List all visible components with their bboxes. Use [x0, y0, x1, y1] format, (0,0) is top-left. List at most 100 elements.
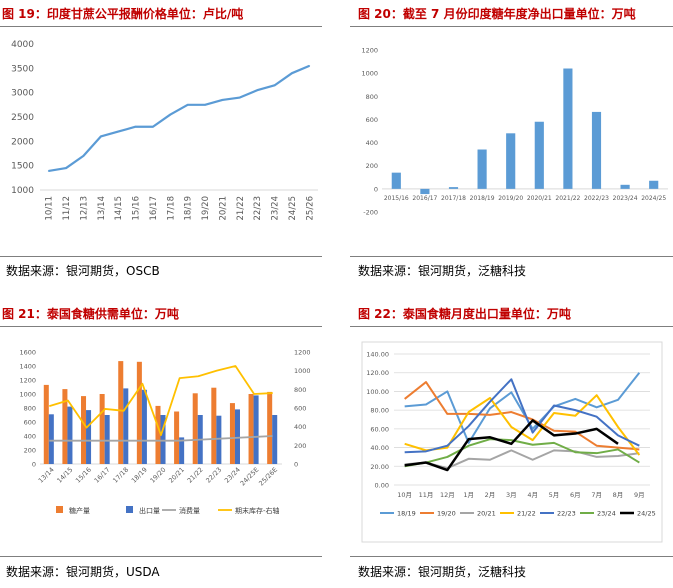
y-tick-label: 80.00	[370, 407, 389, 415]
x-tick-label: 17/18	[111, 466, 130, 485]
y-tick-label: 140.00	[366, 351, 389, 359]
y-tick-label: 3000	[11, 89, 34, 99]
bar-production	[43, 384, 49, 464]
y-tick-label: 3500	[11, 64, 34, 74]
bar	[477, 149, 487, 189]
y-tick-label: 2500	[11, 113, 34, 123]
y-right-tick-label: 1000	[294, 367, 311, 375]
legend-swatch	[56, 506, 63, 513]
y-right-tick-label: 800	[294, 386, 306, 394]
legend-swatch	[126, 506, 133, 513]
source-divider	[0, 556, 322, 557]
x-tick-label: 3月	[506, 491, 517, 499]
source-divider	[0, 256, 322, 257]
y-tick-label: 100.00	[366, 388, 389, 396]
consumption-line	[49, 435, 273, 442]
x-tick-label: 24/25E	[239, 466, 261, 488]
y-tick-label: 1200	[361, 47, 378, 55]
bar	[563, 68, 573, 189]
bar-production	[118, 361, 124, 464]
bar	[448, 187, 459, 189]
data-point	[169, 113, 172, 116]
title-divider	[0, 26, 322, 27]
series-line-20-21	[404, 449, 640, 470]
x-tick-label: 25/26	[305, 196, 315, 221]
x-tick-label: 15/16	[74, 466, 93, 485]
panel-title: 图 22：泰国食糖月度出口量单位：万吨	[358, 307, 571, 321]
data-point	[273, 84, 276, 87]
bar	[506, 133, 516, 189]
x-tick-label: 20/21	[218, 196, 228, 221]
data-point	[291, 72, 293, 74]
ending-stock-line	[49, 365, 273, 436]
x-tick-label: 7月	[591, 491, 602, 499]
x-tick-label: 19/20	[201, 196, 211, 221]
legend-label: 24/25	[637, 510, 656, 518]
y-right-tick-label: 0	[294, 461, 298, 469]
x-tick-label: 22/23	[204, 466, 223, 485]
legend-label: 22/23	[557, 510, 576, 518]
bar-export	[67, 406, 73, 464]
legend-label: 21/22	[517, 510, 536, 518]
bar-production	[81, 396, 87, 464]
y-tick-label: 1500	[11, 162, 34, 172]
y-left-tick-label: 1600	[19, 349, 36, 357]
series-line-19-20	[404, 381, 640, 451]
data-point	[117, 130, 119, 133]
bar-production	[267, 391, 273, 464]
bar-export	[160, 415, 166, 464]
bar-export	[86, 410, 92, 464]
x-tick-label: 21/22	[236, 196, 246, 221]
chart-fig20: -200 0 200 400 600 800 1000 1200 2015/16 2016/17 2…	[361, 47, 668, 217]
bar-production	[99, 394, 105, 464]
y-left-tick-label: 400	[24, 433, 36, 441]
bar-export	[48, 414, 54, 464]
data-point	[256, 89, 258, 92]
source-divider	[350, 556, 673, 557]
x-tick-label: 19/20	[149, 466, 168, 485]
chart-fig19: 1000 1500 2000 2500 3000 3500 4000 10/11 11/12 12…	[11, 40, 318, 221]
y-tick-label: 2000	[11, 137, 34, 147]
x-tick-label: 2015/16	[384, 195, 409, 202]
series-line-22-23	[404, 378, 640, 454]
data-point	[100, 135, 102, 138]
panel-source: 数据来源：银河期货，泛糖科技	[358, 264, 527, 278]
series-line-23-24	[404, 438, 640, 468]
x-tick-label: 2017/18	[441, 195, 466, 202]
x-tick-label: 23/24	[271, 196, 281, 221]
data-point	[82, 155, 85, 157]
x-tick-label: 17/18	[166, 196, 176, 221]
bar-export	[272, 415, 278, 464]
y-tick-label: 1000	[11, 186, 34, 196]
bar	[620, 184, 630, 189]
x-tick-label: 14/15	[55, 466, 74, 485]
legend-label: 期末库存-右轴	[235, 506, 280, 515]
x-tick-label: 10/11	[45, 196, 55, 221]
bar-export	[234, 409, 240, 464]
bar-export	[104, 415, 110, 464]
bar	[591, 111, 602, 189]
panel-title: 图 19：印度甘蔗公平报酬价格单位：卢比/吨	[2, 7, 244, 21]
y-left-tick-label: 200	[24, 447, 36, 455]
x-tick-label: 14/15	[114, 196, 124, 221]
x-tick-label: 2020/21	[527, 195, 552, 202]
panel-title: 图 20：截至 7 月份印度糖年度净出口量单位：万吨	[358, 7, 636, 21]
bar-production	[211, 387, 217, 464]
bar	[420, 188, 430, 195]
bar-production	[192, 393, 198, 464]
source-divider	[350, 256, 673, 257]
panel-source: 数据来源：银河期货，泛糖科技	[358, 565, 527, 579]
y-tick-label: 20.00	[370, 463, 389, 471]
legend-label: 23/24	[597, 510, 616, 518]
title-divider	[350, 26, 673, 27]
x-tick-label: 25/26E	[257, 466, 279, 488]
bar-export	[141, 389, 147, 464]
legend-label: 出口量	[139, 506, 160, 515]
x-tick-label: 2024/25	[641, 195, 666, 202]
data-point	[221, 99, 224, 101]
bar-export	[123, 388, 129, 464]
title-divider	[0, 326, 322, 327]
x-tick-label: 2023/24	[613, 195, 638, 202]
bar-production	[136, 361, 142, 464]
x-tick-label: 21/22	[186, 466, 205, 485]
